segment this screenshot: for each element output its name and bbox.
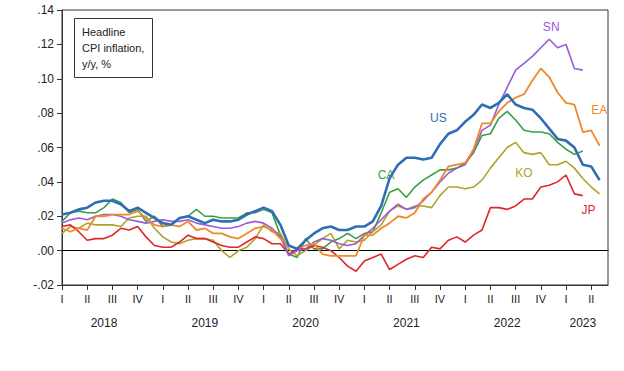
svg-text:II: II bbox=[487, 293, 493, 305]
svg-text:III: III bbox=[108, 293, 117, 305]
svg-text:.02: .02 bbox=[37, 209, 54, 223]
svg-text:SN: SN bbox=[543, 20, 560, 34]
svg-text:CA: CA bbox=[377, 167, 395, 182]
svg-text:III: III bbox=[410, 293, 419, 305]
svg-text:.08: .08 bbox=[37, 106, 54, 120]
svg-text:I: I bbox=[564, 293, 567, 305]
svg-text:2021: 2021 bbox=[393, 316, 420, 330]
svg-text:-.02: -.02 bbox=[33, 278, 54, 292]
svg-text:2020: 2020 bbox=[292, 316, 319, 330]
svg-text:.14: .14 bbox=[37, 3, 54, 17]
svg-text:II: II bbox=[185, 293, 191, 305]
svg-text:I: I bbox=[262, 293, 265, 305]
svg-text:I: I bbox=[464, 293, 467, 305]
svg-text:.00: .00 bbox=[37, 244, 54, 258]
svg-text:IV: IV bbox=[435, 293, 446, 305]
svg-text:I: I bbox=[60, 293, 63, 305]
svg-text:I: I bbox=[161, 293, 164, 305]
svg-text:KO: KO bbox=[515, 166, 532, 180]
svg-text:II: II bbox=[286, 293, 292, 305]
svg-text:II: II bbox=[84, 293, 90, 305]
svg-text:2023: 2023 bbox=[569, 316, 596, 330]
svg-text:CPI inflation,: CPI inflation, bbox=[82, 42, 144, 54]
svg-text:2018: 2018 bbox=[91, 316, 118, 330]
svg-text:IV: IV bbox=[536, 293, 547, 305]
svg-text:.04: .04 bbox=[37, 175, 54, 189]
svg-text:y/y, %: y/y, % bbox=[82, 58, 111, 70]
svg-text:III: III bbox=[511, 293, 520, 305]
svg-text:.10: .10 bbox=[37, 72, 54, 86]
svg-text:2019: 2019 bbox=[191, 316, 218, 330]
svg-text:IV: IV bbox=[334, 293, 345, 305]
svg-text:III: III bbox=[209, 293, 218, 305]
svg-text:US: US bbox=[430, 111, 447, 125]
svg-text:II: II bbox=[588, 293, 594, 305]
svg-text:EA: EA bbox=[591, 103, 607, 117]
svg-text:III: III bbox=[309, 293, 318, 305]
svg-text:.06: .06 bbox=[37, 141, 54, 155]
svg-text:IV: IV bbox=[132, 293, 143, 305]
svg-text:JP: JP bbox=[581, 203, 595, 217]
svg-text:.12: .12 bbox=[37, 37, 54, 51]
svg-text:Headline: Headline bbox=[82, 26, 125, 38]
svg-text:IV: IV bbox=[233, 293, 244, 305]
svg-text:2022: 2022 bbox=[494, 316, 521, 330]
svg-text:II: II bbox=[387, 293, 393, 305]
svg-text:I: I bbox=[363, 293, 366, 305]
